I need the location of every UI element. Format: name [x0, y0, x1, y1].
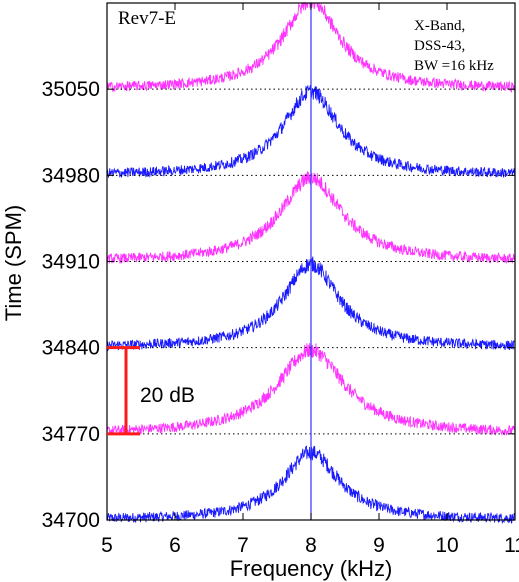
y-axis-title: Time (SPM)	[1, 205, 26, 322]
x-axis-ticks: 5 6 7 8 9 10 11	[101, 3, 519, 557]
y-tick-label: 34840	[42, 337, 100, 360]
annotation-line-1: X-Band,	[414, 18, 465, 34]
x-tick-label: 9	[373, 534, 385, 557]
x-axis-title: Frequency (kHz)	[230, 556, 393, 581]
panel-label: Rev7-E	[118, 8, 176, 29]
x-tick-label: 11	[504, 534, 519, 557]
x-tick-label: 7	[237, 534, 249, 557]
y-tick-label: 34910	[42, 251, 100, 274]
y-axis-ticks: 34700 34770 34840 34910 34980 35050	[42, 78, 515, 532]
scale-bar: 20 dB	[107, 346, 195, 436]
annotation-line-3: BW =16 kHz	[414, 58, 494, 74]
annotation-line-2: DSS-43,	[414, 38, 465, 54]
x-tick-label: 10	[435, 534, 458, 557]
x-tick-label: 6	[169, 534, 181, 557]
y-tick-label: 35050	[42, 78, 100, 101]
x-tick-label: 8	[305, 534, 317, 557]
y-tick-label: 34980	[42, 164, 100, 187]
y-tick-label: 34770	[42, 423, 100, 446]
scale-bar-label: 20 dB	[140, 384, 195, 407]
x-tick-label: 5	[101, 534, 113, 557]
y-tick-label: 34700	[42, 509, 100, 532]
annotation-block: X-Band, DSS-43, BW =16 kHz	[414, 18, 494, 74]
